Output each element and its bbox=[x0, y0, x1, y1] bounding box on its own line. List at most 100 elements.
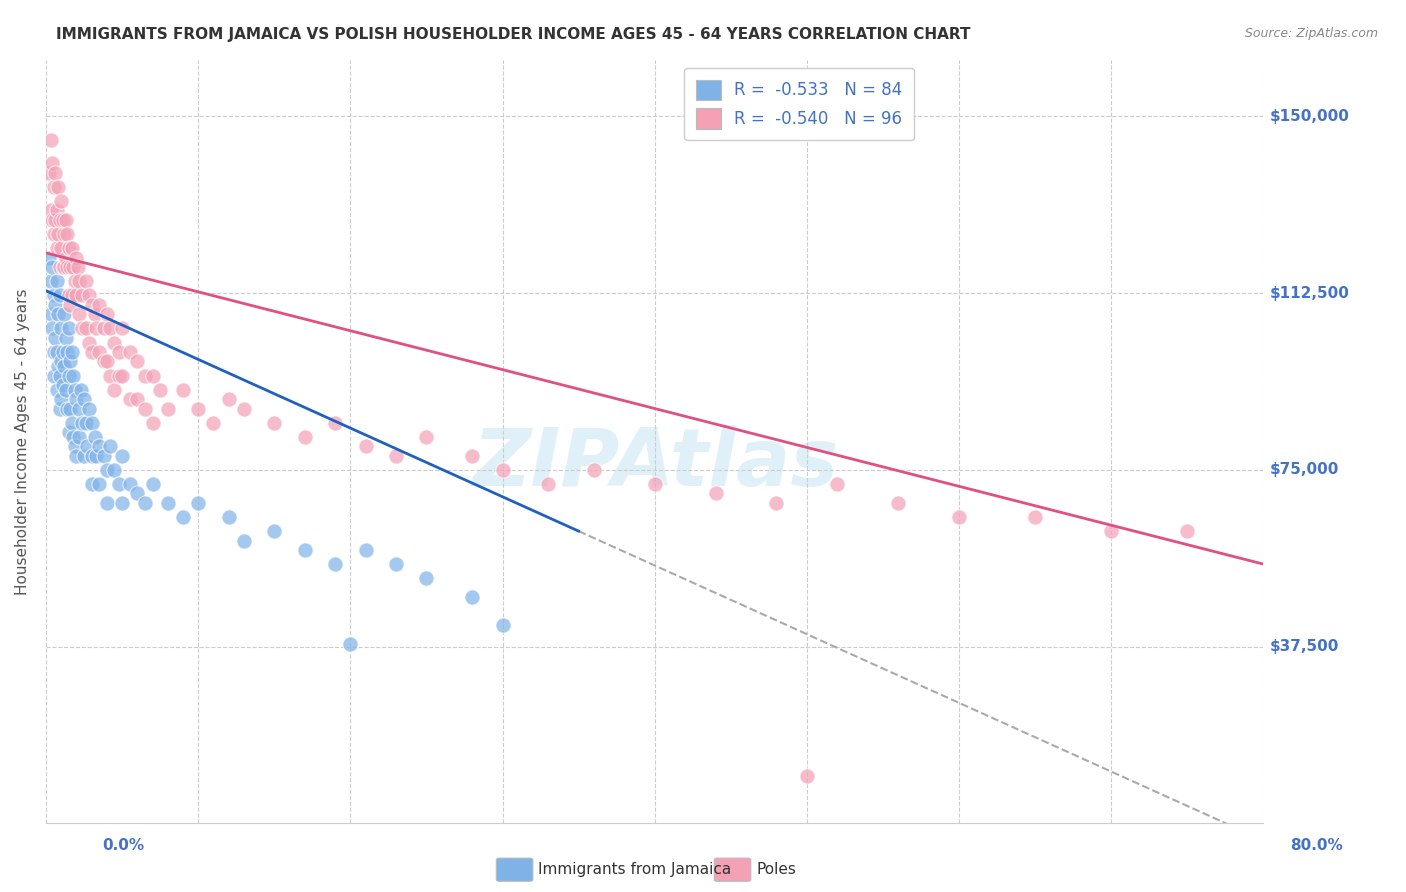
Point bbox=[51, 392, 73, 406]
Point bbox=[263, 416, 285, 430]
Point bbox=[76, 439, 98, 453]
Point bbox=[80, 345, 103, 359]
Point bbox=[172, 383, 194, 397]
Point bbox=[53, 359, 76, 373]
Point bbox=[38, 166, 60, 180]
Point bbox=[65, 449, 87, 463]
Point bbox=[48, 260, 70, 274]
Text: $112,500: $112,500 bbox=[1270, 285, 1350, 301]
Point bbox=[63, 439, 86, 453]
Point bbox=[75, 274, 97, 288]
Text: 80.0%: 80.0% bbox=[1289, 838, 1343, 854]
Point bbox=[118, 477, 141, 491]
Point bbox=[232, 533, 254, 548]
Point bbox=[55, 383, 77, 397]
Point bbox=[46, 307, 69, 321]
Point bbox=[96, 354, 118, 368]
Point bbox=[51, 241, 73, 255]
Point bbox=[41, 321, 63, 335]
Point bbox=[75, 321, 97, 335]
Point bbox=[73, 449, 96, 463]
Point bbox=[59, 260, 82, 274]
Point bbox=[56, 227, 79, 241]
Point bbox=[41, 213, 63, 227]
Point bbox=[84, 449, 107, 463]
Point bbox=[53, 307, 76, 321]
Point bbox=[96, 307, 118, 321]
Point bbox=[46, 227, 69, 241]
Point bbox=[52, 345, 75, 359]
Point bbox=[48, 368, 70, 383]
Point bbox=[127, 392, 149, 406]
Point bbox=[73, 392, 96, 406]
Point bbox=[41, 156, 63, 170]
Point bbox=[56, 260, 79, 274]
Point bbox=[108, 345, 131, 359]
Point bbox=[415, 571, 437, 585]
Point bbox=[72, 288, 94, 302]
Text: $37,500: $37,500 bbox=[1270, 640, 1339, 654]
Point bbox=[65, 251, 87, 265]
Point bbox=[134, 401, 156, 416]
Point bbox=[83, 307, 105, 321]
Point bbox=[141, 477, 163, 491]
Point bbox=[58, 321, 80, 335]
Point bbox=[263, 524, 285, 538]
Point bbox=[62, 260, 84, 274]
Point bbox=[53, 260, 76, 274]
Text: $150,000: $150,000 bbox=[1270, 109, 1350, 124]
Point bbox=[58, 288, 80, 302]
Point bbox=[69, 401, 91, 416]
Point bbox=[42, 345, 65, 359]
Point bbox=[52, 378, 75, 392]
Point bbox=[80, 298, 103, 312]
Point bbox=[89, 345, 111, 359]
Point bbox=[58, 241, 80, 255]
Point bbox=[98, 439, 121, 453]
Point bbox=[108, 477, 131, 491]
Point bbox=[62, 430, 84, 444]
Point bbox=[103, 463, 125, 477]
Point bbox=[55, 213, 77, 227]
Point bbox=[111, 449, 134, 463]
Point bbox=[218, 392, 240, 406]
Point bbox=[218, 510, 240, 524]
Point bbox=[1024, 510, 1046, 524]
Point bbox=[111, 496, 134, 510]
Point bbox=[42, 288, 65, 302]
Point bbox=[42, 180, 65, 194]
Point bbox=[60, 241, 83, 255]
Point bbox=[127, 354, 149, 368]
Point bbox=[93, 449, 115, 463]
Point bbox=[141, 416, 163, 430]
Point bbox=[134, 368, 156, 383]
Point bbox=[582, 463, 605, 477]
Point bbox=[51, 194, 73, 208]
Point bbox=[461, 590, 484, 604]
Point bbox=[39, 307, 62, 321]
Point bbox=[644, 477, 666, 491]
Point bbox=[69, 430, 91, 444]
Point bbox=[103, 335, 125, 350]
Point bbox=[39, 274, 62, 288]
Point bbox=[48, 401, 70, 416]
Point bbox=[93, 354, 115, 368]
Point bbox=[111, 321, 134, 335]
Point bbox=[354, 543, 377, 558]
Y-axis label: Householder Income Ages 45 - 64 years: Householder Income Ages 45 - 64 years bbox=[15, 288, 30, 595]
Point bbox=[172, 510, 194, 524]
Point bbox=[59, 354, 82, 368]
Point bbox=[796, 769, 818, 783]
Point bbox=[202, 416, 225, 430]
Point bbox=[118, 392, 141, 406]
Point bbox=[80, 449, 103, 463]
Point bbox=[48, 213, 70, 227]
Point bbox=[89, 477, 111, 491]
Point bbox=[44, 331, 66, 345]
Point bbox=[323, 557, 346, 571]
Point bbox=[77, 288, 100, 302]
Point bbox=[60, 416, 83, 430]
Point bbox=[77, 335, 100, 350]
Point bbox=[118, 345, 141, 359]
Point bbox=[41, 260, 63, 274]
